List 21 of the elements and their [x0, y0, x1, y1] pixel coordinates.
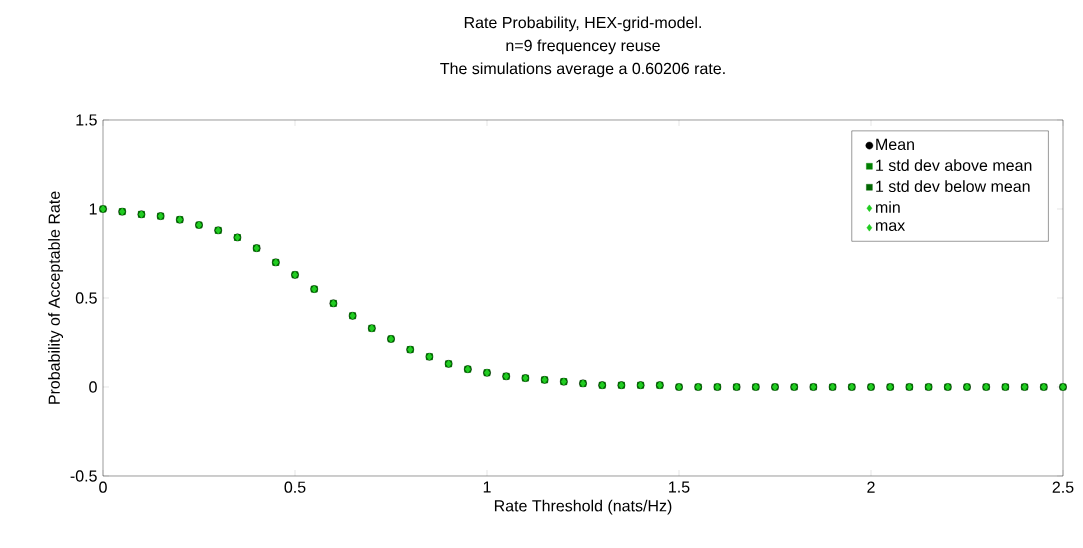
- chart-title: Rate Probability, HEX-grid-model.: [464, 16, 701, 32]
- text: The simulations average a 0.60206 rate.: [440, 62, 725, 78]
- x-tick-label: 1.5: [669, 481, 690, 493]
- x-axis-title: Rate Threshold (nats/Hz): [494, 499, 672, 515]
- y-axis-title: Probability of Acceptable Rate: [48, 191, 64, 404]
- legend-label: 1 std dev below mean: [876, 180, 1030, 193]
- y-tick-label: -0.5: [70, 470, 97, 482]
- chart-subtitle: n=9 frequencey reuse: [506, 39, 660, 55]
- y-tick-label: 1.5: [76, 114, 97, 126]
- y-tick-label: 0: [89, 381, 97, 393]
- x-tick-label: 2.5: [1052, 481, 1074, 493]
- x-tick-label: 0.5: [284, 481, 306, 493]
- legend-label: min: [876, 201, 900, 213]
- y-tick-label: 0.5: [75, 292, 97, 304]
- y-tick-label: 1: [89, 203, 97, 215]
- x-tick-label: 2: [867, 481, 875, 493]
- x-tick-label: 1: [483, 481, 491, 493]
- legend-label: max: [876, 222, 906, 232]
- x-tick-label: 0: [99, 481, 107, 493]
- legend-label: 1 std dev above mean: [876, 159, 1032, 172]
- legend-label: Mean: [876, 138, 914, 151]
